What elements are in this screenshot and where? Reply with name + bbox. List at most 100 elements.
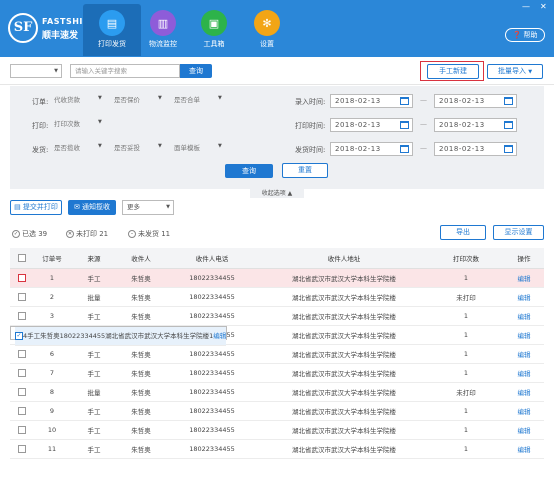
row-select-cell[interactable]	[10, 401, 34, 421]
edit-link[interactable]: 编辑	[504, 401, 544, 421]
edit-link[interactable]: 编辑	[504, 325, 544, 345]
source-cell: 手工	[70, 363, 118, 383]
phone-cell: 18022334455	[164, 344, 260, 364]
order-no-cell: 1	[34, 268, 70, 288]
row-select-cell[interactable]	[10, 420, 34, 440]
tab-selected-label: 已选 39	[22, 230, 48, 238]
edit-link[interactable]: 编辑	[213, 326, 227, 346]
row-select-cell[interactable]	[10, 287, 34, 307]
table-row[interactable]: 2 批量 朱哲奥 18022334455 湖北省武汉市武汉大学本科生学院楼 未打印 编辑	[10, 287, 544, 307]
tab-unshipped[interactable]: – 未发货 11	[128, 229, 170, 239]
row-select-cell[interactable]	[10, 439, 34, 459]
tab-unprinted[interactable]: ✕ 未打印 21	[66, 229, 108, 239]
row-select-cell[interactable]	[10, 306, 34, 326]
source-cell: 手工	[70, 268, 118, 288]
insured-select[interactable]: 是否保价	[110, 94, 165, 108]
nav-toolbox[interactable]: ▣ 工具箱	[185, 4, 243, 56]
ship-start-date[interactable]: 2018-02-13	[330, 142, 413, 156]
app-header: SF FASTSHIP 顺丰速发 ▤ 打印发货 ▥ 物流监控 ▣ 工具箱 ✻ 设…	[0, 0, 554, 57]
import-time-label: 录入时间:	[295, 98, 326, 106]
recipient-cell: 朱哲奥	[118, 420, 164, 440]
export-button[interactable]: 导出	[440, 225, 486, 240]
row-select-cell[interactable]: ✓	[15, 326, 23, 346]
print-count-cell: 1	[209, 326, 214, 346]
more-select[interactable]: 更多 ▼	[122, 200, 174, 215]
batch-import-button[interactable]: 批量导入 ▼	[487, 64, 543, 79]
help-button[interactable]: ❓ 帮助	[505, 28, 545, 42]
select-all-header[interactable]	[10, 248, 34, 269]
ship-time-label: 发货时间:	[295, 146, 326, 154]
query-button[interactable]: 查询	[225, 164, 273, 178]
x-circle-icon: ✕	[66, 230, 74, 238]
notify-pickup-button[interactable]: ✉ 通知揽收	[68, 200, 116, 215]
print-start-date[interactable]: 2018-02-13	[330, 118, 413, 132]
edit-link[interactable]: 编辑	[504, 344, 544, 364]
order-no-cell: 4	[23, 326, 28, 346]
manual-create-button[interactable]: 手工新建	[427, 64, 479, 79]
edit-link[interactable]: 编辑	[504, 268, 544, 288]
row-checkbox[interactable]	[18, 311, 26, 320]
print-count-select[interactable]: 打印次数	[50, 118, 105, 132]
row-checkbox[interactable]	[18, 388, 26, 396]
table-row[interactable]: 10 手工 朱哲奥 18022334455 湖北省武汉市武汉大学本科生学院楼 1 编辑	[10, 420, 544, 440]
row-select-cell[interactable]	[10, 382, 34, 402]
row-select-cell[interactable]	[10, 363, 34, 383]
close-button[interactable]: ✕	[540, 2, 547, 11]
calendar-icon	[400, 121, 409, 129]
print-end-date[interactable]: 2018-02-13	[434, 118, 517, 132]
row-select-cell[interactable]	[10, 268, 34, 288]
select-all-checkbox[interactable]	[18, 253, 26, 262]
row-checkbox[interactable]	[18, 273, 26, 282]
pickup-select[interactable]: 是否揽收	[50, 142, 105, 156]
recipient-cell: 朱哲奥	[118, 439, 164, 459]
reset-button[interactable]: 重置	[282, 163, 328, 178]
table-row[interactable]: 6 手工 朱哲奥 18022334455 湖北省武汉市武汉大学本科生学院楼 1 编辑	[10, 344, 544, 364]
import-end-date[interactable]: 2018-02-13	[434, 94, 517, 108]
import-start-date[interactable]: 2018-02-13	[330, 94, 413, 108]
minimize-button[interactable]: —	[522, 2, 530, 11]
edit-link[interactable]: 编辑	[504, 439, 544, 459]
table-row[interactable]: 11 手工 朱哲奥 18022334455 湖北省武汉市武汉大学本科生学院楼 1 编辑	[10, 439, 544, 459]
nav-settings[interactable]: ✻ 设置	[238, 4, 296, 56]
table-row[interactable]: 3 手工 朱哲奥 18022334455 湖北省武汉市武汉大学本科生学院楼 1 编辑	[10, 306, 544, 326]
calendar-icon	[400, 97, 409, 105]
calendar-icon	[504, 121, 513, 129]
row-checkbox[interactable]	[18, 350, 26, 358]
row-checkbox[interactable]	[18, 445, 26, 453]
recipient-cell: 朱哲奥	[118, 344, 164, 364]
row-checkbox[interactable]	[18, 292, 26, 301]
collapse-options-toggle[interactable]: 收起选项 ▲	[250, 189, 304, 198]
template-select[interactable]: 面单模板	[170, 142, 225, 156]
order-no-cell: 7	[34, 363, 70, 383]
search-button[interactable]: 查询	[180, 64, 212, 78]
table-row[interactable]: 1 手工 朱哲奥 18022334455 湖北省武汉市武汉大学本科生学院楼 1 编辑	[10, 268, 544, 288]
row-checkbox[interactable]	[18, 369, 26, 377]
row-select-cell[interactable]	[10, 344, 34, 364]
tab-selected[interactable]: ✓ 已选 39	[12, 229, 47, 239]
search-input[interactable]: 请输入关键字搜索	[70, 64, 180, 78]
delivered-select[interactable]: 是否妥投	[110, 142, 165, 156]
ship-end-date[interactable]: 2018-02-13	[434, 142, 517, 156]
chevron-down-icon: ▼	[98, 95, 102, 101]
display-settings-button[interactable]: 显示设置	[493, 225, 544, 240]
table-row[interactable]: 8 批量 朱哲奥 18022334455 湖北省武汉市武汉大学本科生学院楼 未打印 编辑	[10, 382, 544, 402]
order-no-cell: 8	[34, 382, 70, 402]
row-checkbox[interactable]	[18, 407, 26, 415]
edit-link[interactable]: 编辑	[504, 287, 544, 307]
table-row[interactable]: 9 手工 朱哲奥 18022334455 湖北省武汉市武汉大学本科生学院楼 1 编辑	[10, 401, 544, 421]
search-type-select[interactable]: ▼	[10, 64, 62, 78]
edit-link[interactable]: 编辑	[504, 420, 544, 440]
nav-print-ship[interactable]: ▤ 打印发货	[83, 4, 141, 56]
row-checkbox[interactable]	[18, 426, 26, 434]
row-checkbox[interactable]: ✓	[15, 331, 23, 340]
edit-link[interactable]: 编辑	[504, 306, 544, 326]
submit-print-button[interactable]: ▤ 提交并打印	[10, 200, 62, 215]
table-row[interactable]: 7 手工 朱哲奥 18022334455 湖北省武汉市武汉大学本科生学院楼 1 编辑	[10, 363, 544, 383]
nav-logistics[interactable]: ▥ 物流监控	[134, 4, 192, 56]
cod-select[interactable]: 代收货款	[50, 94, 105, 108]
table-row[interactable]: ✓ 4 手工 朱哲奥 18022334455 湖北省武汉市武汉大学本科生学院楼 1 编辑	[10, 325, 228, 346]
edit-link[interactable]: 编辑	[504, 382, 544, 402]
edit-link[interactable]: 编辑	[504, 363, 544, 383]
source-cell: 手工	[70, 401, 118, 421]
merged-select[interactable]: 是否合单	[170, 94, 225, 108]
